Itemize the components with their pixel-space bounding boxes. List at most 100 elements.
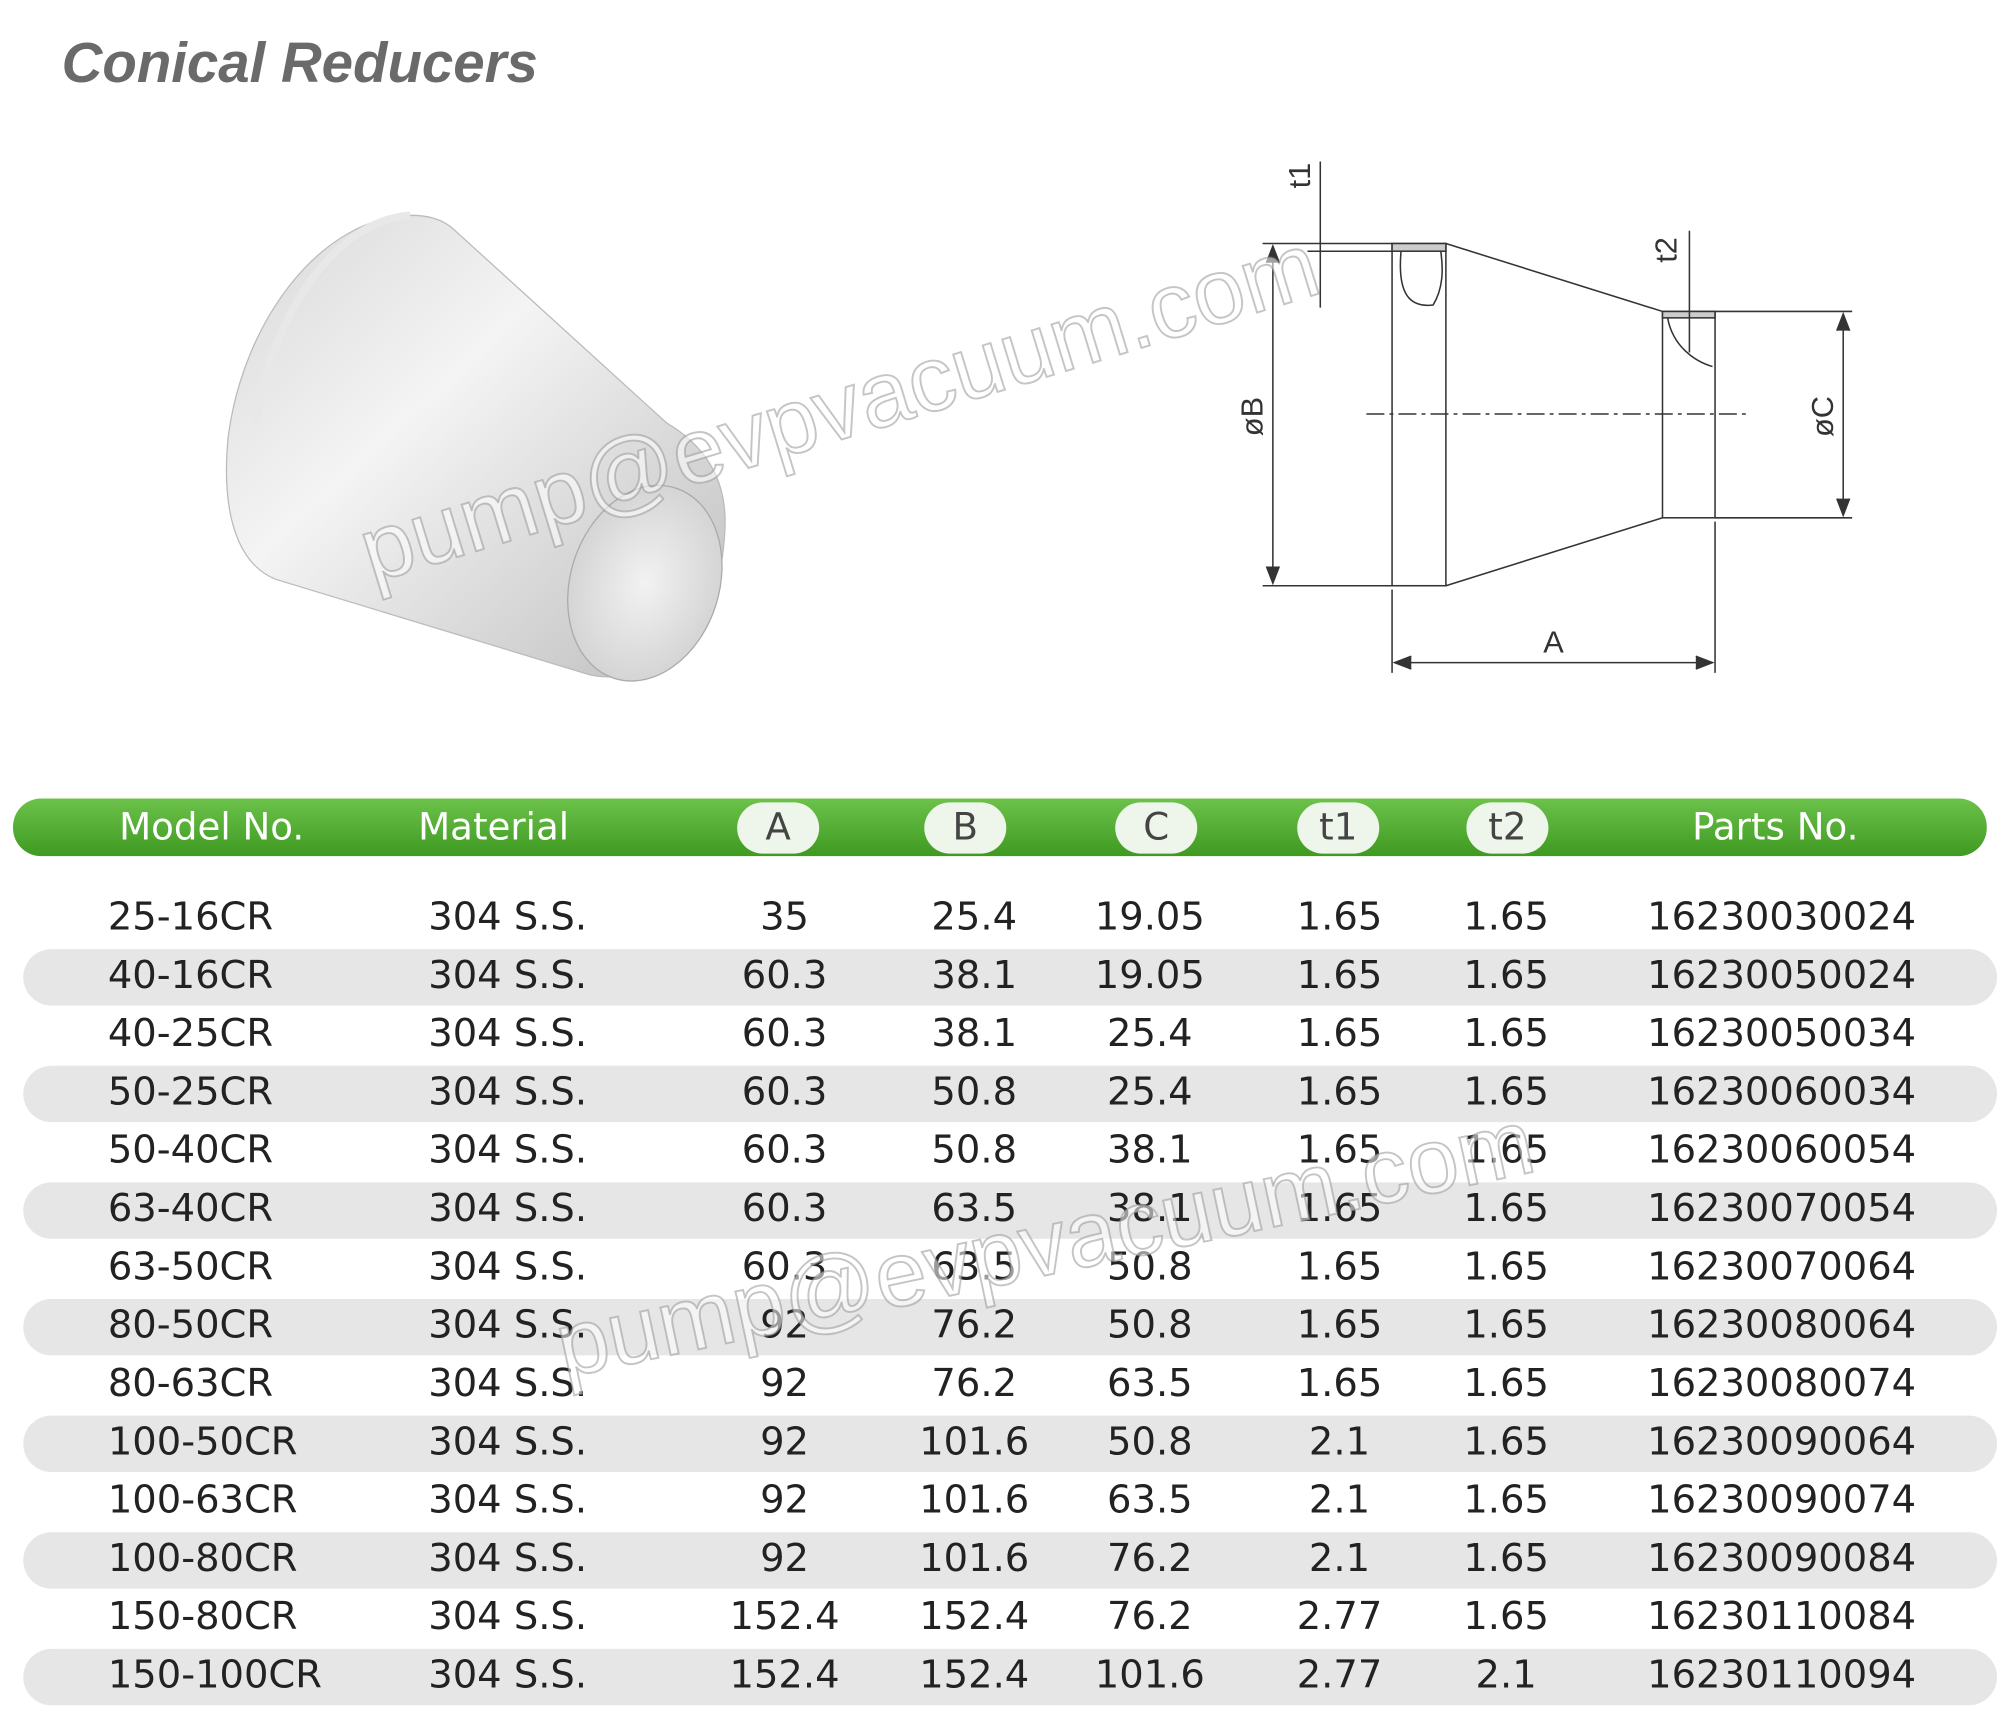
table-cell: 16230090074 [1647, 1478, 1916, 1523]
table-cell: 304 S.S. [428, 1069, 587, 1114]
table-cell: 16230030024 [1647, 894, 1916, 939]
table-cell: 25.4 [931, 894, 1017, 939]
t1-label: t1 [1282, 163, 1317, 189]
table-cell: 1.65 [1297, 1361, 1383, 1406]
table-cell: 100-63CR [108, 1478, 298, 1523]
table-cell: 1.65 [1297, 894, 1383, 939]
table-cell: 2.1 [1309, 1478, 1370, 1523]
table-cell: 92 [760, 1361, 809, 1406]
row-band [23, 1415, 1998, 1472]
table-cell: 304 S.S. [428, 1011, 587, 1056]
table-cell: 76.2 [931, 1361, 1017, 1406]
product-image [225, 211, 726, 682]
column-header: A [765, 806, 791, 849]
table-cell: 60.3 [742, 1128, 828, 1173]
header-pill [1115, 802, 1198, 854]
table-cell: 1.65 [1297, 1069, 1383, 1114]
table-cell: 1.65 [1297, 1011, 1383, 1056]
table-cell: 80-50CR [108, 1303, 273, 1348]
table-cell: 1.65 [1297, 1244, 1383, 1289]
table-cell: 60.3 [742, 1244, 828, 1289]
table-cell: 63.5 [1107, 1361, 1193, 1406]
table-cell: 150-100CR [108, 1653, 322, 1698]
row-band [23, 1065, 1998, 1123]
table-cell: 2.1 [1476, 1653, 1537, 1698]
column-header: Parts No. [1692, 806, 1858, 849]
table-cell: 38.1 [1107, 1128, 1193, 1173]
row-band [23, 1182, 1998, 1239]
table-cell: 101.6 [1095, 1653, 1205, 1698]
table-cell: 101.6 [919, 1536, 1029, 1581]
column-header: t1 [1319, 806, 1357, 849]
table-cell: 76.2 [1107, 1594, 1193, 1639]
table-cell: 100-80CR [108, 1536, 298, 1581]
table-cell: 38.1 [931, 1011, 1017, 1056]
length-a-label: A [1543, 624, 1564, 659]
table-cell: 50.8 [931, 1069, 1017, 1114]
t2-label: t2 [1649, 237, 1684, 263]
technical-drawing [1262, 161, 1853, 673]
table-cell: 150-80CR [108, 1594, 298, 1639]
table-cell: 63.5 [931, 1244, 1017, 1289]
table-cell: 92 [760, 1478, 809, 1523]
diameter-c-label: øC [1805, 396, 1840, 437]
table-cell: 304 S.S. [428, 1653, 587, 1698]
column-header: t2 [1488, 806, 1526, 849]
table-cell: 40-25CR [108, 1011, 273, 1056]
table-cell: 50.8 [1107, 1419, 1193, 1464]
table-cell: 25.4 [1107, 1069, 1193, 1114]
table-cell: 40-16CR [108, 953, 273, 998]
table-cell: 2.1 [1309, 1536, 1370, 1581]
table-cell: 1.65 [1463, 953, 1549, 998]
table-cell: 304 S.S. [428, 1128, 587, 1173]
table-cell: 16230070064 [1647, 1244, 1916, 1289]
header-pill [1297, 802, 1380, 854]
row-band [23, 949, 1998, 1006]
table-cell: 304 S.S. [428, 1303, 587, 1348]
table-cell: 60.3 [742, 1186, 828, 1231]
table-cell: 16230050024 [1647, 953, 1916, 998]
table-cell: 304 S.S. [428, 1419, 587, 1464]
table-cell: 2.77 [1297, 1594, 1383, 1639]
table-cell: 1.65 [1297, 1303, 1383, 1348]
table-cell: 16230080074 [1647, 1361, 1916, 1406]
table-cell: 50.8 [1107, 1244, 1193, 1289]
table-cell: 60.3 [742, 953, 828, 998]
table-cell: 16230060034 [1647, 1069, 1916, 1114]
table-cell: 92 [760, 1419, 809, 1464]
table-cell: 101.6 [919, 1419, 1029, 1464]
table-cell: 1.65 [1297, 953, 1383, 998]
table-cell: 19.05 [1095, 894, 1205, 939]
table-cell: 16230080064 [1647, 1303, 1916, 1348]
row-band [23, 1648, 1998, 1706]
table-cell: 50.8 [931, 1128, 1017, 1173]
table-cell: 304 S.S. [428, 1244, 587, 1289]
table-cell: 16230070054 [1647, 1186, 1916, 1231]
row-band [23, 1532, 1998, 1589]
table-cell: 304 S.S. [428, 1186, 587, 1231]
diameter-b-label: øB [1235, 397, 1270, 436]
table-cell: 304 S.S. [428, 1594, 587, 1639]
table-cell: 1.65 [1463, 1128, 1549, 1173]
table-cell: 35 [760, 894, 809, 939]
table-cell: 80-63CR [108, 1361, 273, 1406]
table-cell: 60.3 [742, 1069, 828, 1114]
table-cell: 16230090064 [1647, 1419, 1916, 1464]
table-cell: 304 S.S. [428, 1361, 587, 1406]
column-header: Model No. [119, 806, 304, 849]
table-cell: 1.65 [1463, 1069, 1549, 1114]
table-cell: 2.77 [1297, 1653, 1383, 1698]
table-cell: 92 [760, 1303, 809, 1348]
column-header: Material [418, 806, 569, 849]
table-cell: 63.5 [1107, 1478, 1193, 1523]
header-pill [1466, 802, 1549, 854]
table-cell: 19.05 [1095, 953, 1205, 998]
table-cell: 76.2 [931, 1303, 1017, 1348]
table-cell: 304 S.S. [428, 1478, 587, 1523]
table-cell: 100-50CR [108, 1419, 298, 1464]
header-pill [924, 802, 1007, 854]
table-cell: 63.5 [931, 1186, 1017, 1231]
table-cell: 1.65 [1297, 1186, 1383, 1231]
